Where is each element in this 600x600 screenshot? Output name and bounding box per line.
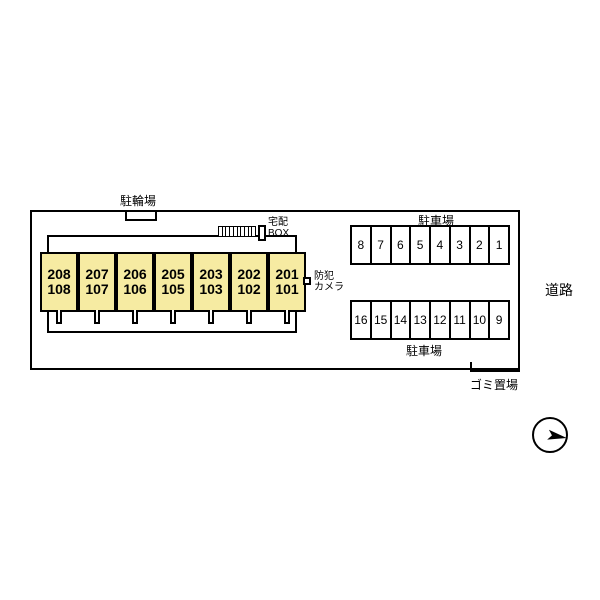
delivery-box [258,225,266,241]
unit-number-upper: 205 [161,267,184,282]
parking-slot-4: 4 [429,227,449,263]
parking-slot-16: 16 [352,302,370,338]
stairs [218,226,256,237]
site-plan-canvas: 駐輪場 208108207107206106205105203103202102… [0,0,600,600]
parking-slot-5: 5 [409,227,429,263]
parking-slot-12: 12 [429,302,449,338]
garbage-area-line [470,370,520,372]
parking-slot-6: 6 [390,227,410,263]
unit-porch [246,310,252,324]
parking-slot-1: 1 [488,227,508,263]
unit-number-upper: 201 [275,267,298,282]
unit-number-lower: 105 [161,282,184,297]
parking-slot-8: 8 [352,227,370,263]
unit-number-upper: 208 [47,267,70,282]
unit-number-lower: 106 [123,282,146,297]
bike-parking-label: 駐輪場 [120,192,156,209]
unit-number-lower: 101 [275,282,298,297]
parking-slot-9: 9 [488,302,508,338]
parking-slot-10: 10 [469,302,489,338]
unit-number-upper: 207 [85,267,108,282]
bike-parking-box [125,210,157,221]
parking-slot-3: 3 [449,227,469,263]
garbage-area-tick-left [470,362,472,370]
delivery-box-label: 宅配BOX [268,218,289,239]
parking-slot-11: 11 [449,302,469,338]
unit-number-upper: 203 [199,267,222,282]
unit-102: 202102 [230,252,268,312]
parking-slot-15: 15 [370,302,390,338]
security-camera-box [303,277,311,285]
unit-porch [56,310,62,324]
security-camera-label: 防犯カメラ [314,272,344,293]
unit-porch [132,310,138,324]
unit-number-upper: 206 [123,267,146,282]
compass-icon [530,415,570,455]
unit-number-lower: 103 [199,282,222,297]
road-label: 道路 [545,280,573,300]
unit-107: 207107 [78,252,116,312]
unit-103: 203103 [192,252,230,312]
parking-slot-2: 2 [469,227,489,263]
parking-row-top: 12345678 [350,225,510,265]
unit-number-upper: 202 [237,267,260,282]
unit-number-lower: 107 [85,282,108,297]
parking-slot-13: 13 [409,302,429,338]
unit-105: 205105 [154,252,192,312]
unit-106: 206106 [116,252,154,312]
garbage-area-label: ゴミ置場 [470,376,518,393]
unit-number-lower: 108 [47,282,70,297]
unit-porch [94,310,100,324]
unit-108: 208108 [40,252,78,312]
unit-porch [170,310,176,324]
unit-porch [284,310,290,324]
unit-porch [208,310,214,324]
parking-bottom-label: 駐車場 [406,342,442,359]
parking-slot-14: 14 [390,302,410,338]
unit-101: 201101 [268,252,306,312]
parking-row-bottom: 910111213141516 [350,300,510,340]
parking-slot-7: 7 [370,227,390,263]
unit-number-lower: 102 [237,282,260,297]
